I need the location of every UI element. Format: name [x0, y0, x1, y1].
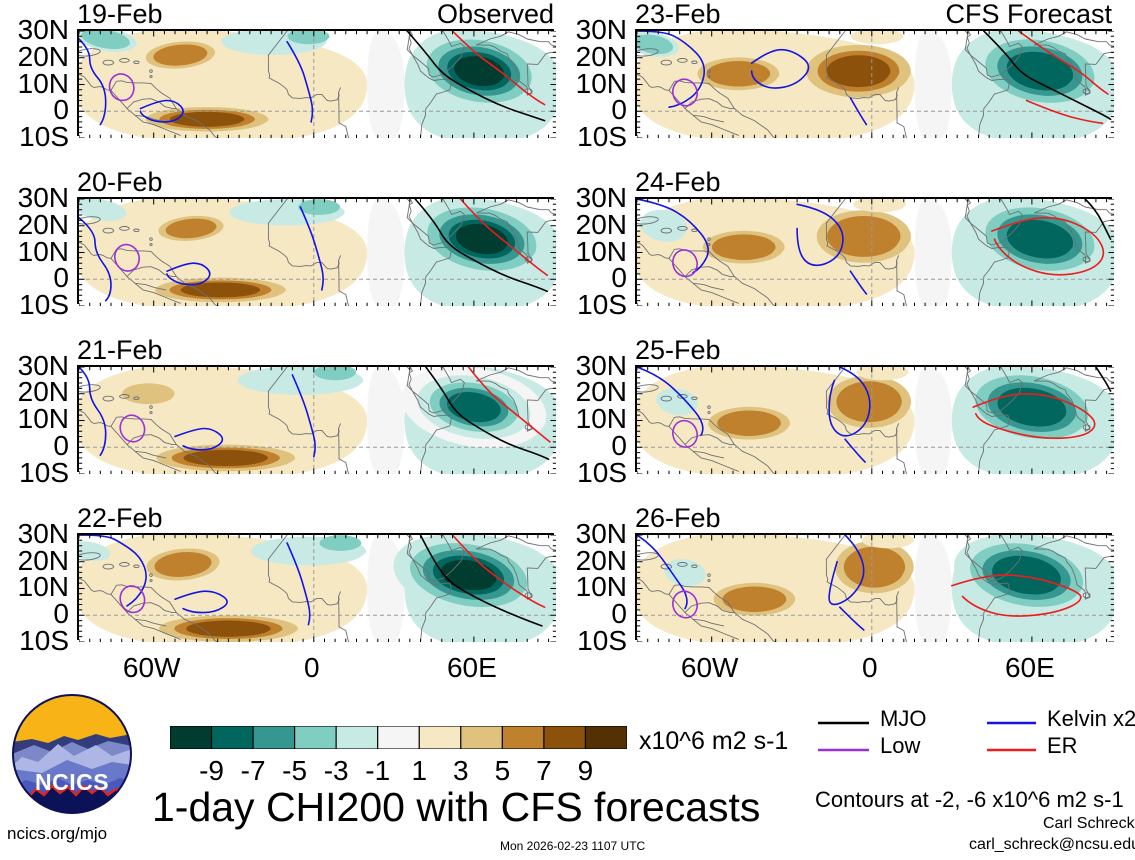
svg-text:NCICS: NCICS	[35, 769, 109, 795]
